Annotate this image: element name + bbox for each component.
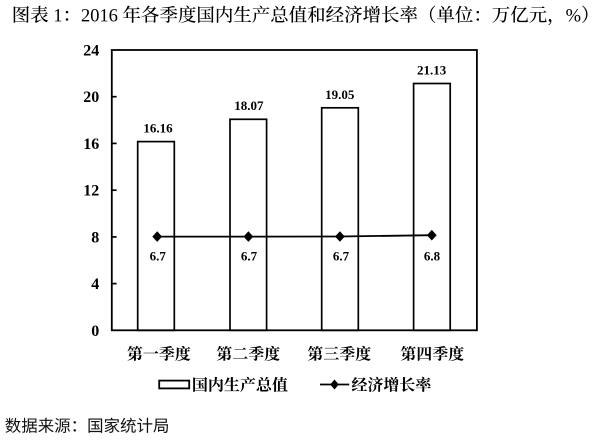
svg-text:20: 20 xyxy=(83,89,99,106)
svg-text:12: 12 xyxy=(83,183,99,200)
svg-text:8: 8 xyxy=(91,229,99,246)
svg-text:6.7: 6.7 xyxy=(333,249,350,264)
svg-text:6.7: 6.7 xyxy=(150,249,167,264)
svg-text:18.07: 18.07 xyxy=(234,98,264,113)
svg-text:4: 4 xyxy=(91,276,99,293)
svg-text:6.8: 6.8 xyxy=(424,249,441,264)
svg-text:24: 24 xyxy=(83,43,99,60)
svg-text:0: 0 xyxy=(91,323,99,340)
svg-text:16: 16 xyxy=(83,136,99,153)
svg-text:16.16: 16.16 xyxy=(143,121,173,136)
svg-text:6.7: 6.7 xyxy=(241,249,258,264)
svg-text:21.13: 21.13 xyxy=(417,63,447,78)
svg-text:19.05: 19.05 xyxy=(325,87,355,102)
